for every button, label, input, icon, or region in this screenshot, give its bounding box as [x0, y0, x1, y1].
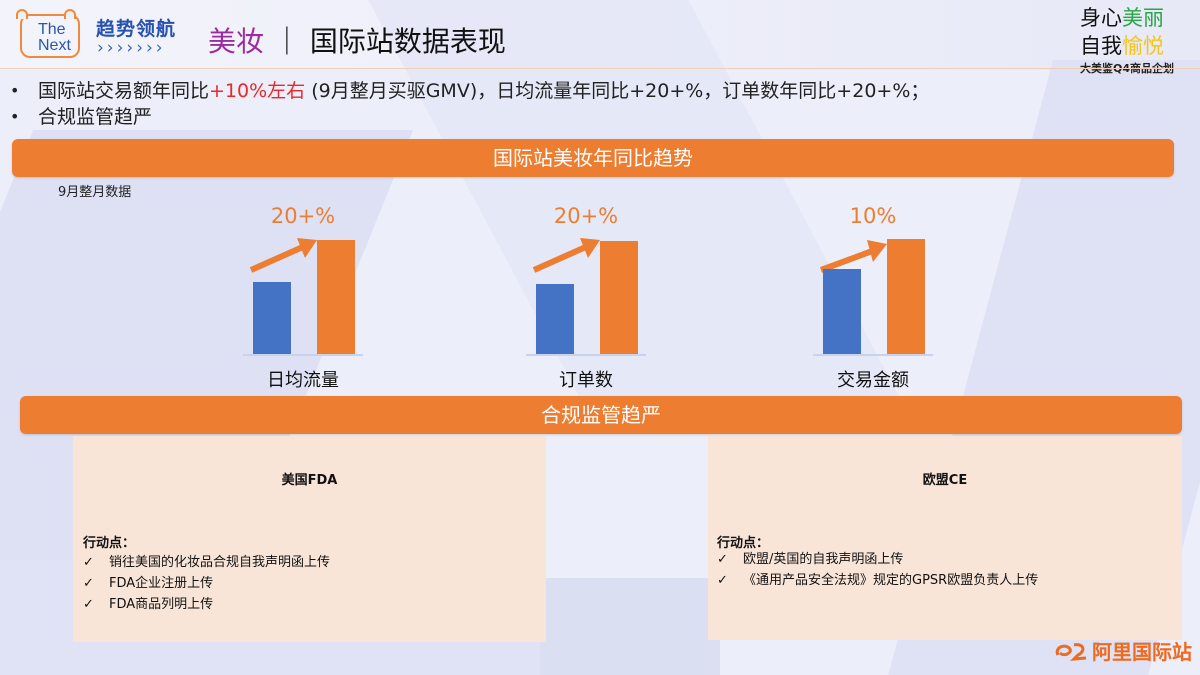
action-item: ✓ 《通用产品安全法规》规定的GPSR欧盟负责人上传 [717, 570, 1038, 591]
growth-label: 10% [849, 204, 897, 228]
action-text: 销往美国的化妆品合规自我声明函上传 [109, 555, 331, 570]
alibaba-smile-icon [1055, 642, 1087, 661]
slogan-line2-a: 自我 [1079, 34, 1122, 58]
title-category: 美妆 [208, 25, 265, 58]
bullet-highlight: +10%左右 [209, 80, 306, 102]
bar-previous-year [253, 282, 291, 354]
slogan-line1-b: 美丽 [1121, 6, 1164, 30]
bar-previous-year [536, 284, 574, 354]
check-icon: ✓ [83, 555, 94, 570]
alibaba-logo: 阿里国际站 [1054, 636, 1192, 665]
action-list: ✓ 欧盟/英国的自我声明函上传 ✓ 《通用产品安全法规》规定的GPSR欧盟负责人上传 [717, 549, 1038, 591]
category-label: 日均流量 [267, 370, 339, 391]
check-icon: ✓ [83, 597, 94, 612]
bullet-item: • 国际站交易额年同比+10%左右 (9月整月买驱GMV)，日均流量年同比+20… [10, 78, 929, 104]
logo-line2: Next [38, 37, 71, 54]
action-item: ✓ 欧盟/英国的自我声明函上传 [717, 549, 1038, 570]
bullet-text: 合规监管趋严 [38, 106, 153, 128]
title-separator: ｜ [272, 25, 301, 58]
slogan-line2-b: 愉悦 [1121, 34, 1164, 58]
header-divider [0, 68, 1200, 69]
action-text: FDA商品列明上传 [109, 597, 214, 612]
slogan: 身心美丽 自我愉悦 大美鉴Q4商品企划 [1080, 4, 1174, 76]
trend-arrow-icon [532, 238, 600, 273]
check-icon: ✓ [717, 552, 728, 567]
card-title: 欧盟CE [922, 473, 968, 488]
brand-name: 趋势领航 [96, 18, 177, 40]
bullet-text-tail: (9月整月买驱GMV)，日均流量年同比+20+%，订单数年同比+20+%； [305, 80, 930, 102]
brand-arrows-icon: ››››››› [97, 38, 166, 58]
trend-arrow-icon [819, 240, 887, 273]
action-text: FDA企业注册上传 [109, 576, 214, 591]
summary-bullets: • 国际站交易额年同比+10%左右 (9月整月买驱GMV)，日均流量年同比+20… [10, 78, 929, 130]
section-header-trend: 国际站美妆年同比趋势 [12, 139, 1174, 177]
slogan-line1-a: 身心 [1079, 6, 1122, 30]
action-points-label: 行动点： [83, 536, 136, 551]
trend-arrow-icon [249, 238, 317, 273]
action-points-label: 行动点： [717, 536, 770, 551]
bar-previous-year [823, 269, 861, 354]
card-title: 美国FDA [281, 473, 338, 488]
chart-orders: 20+% 订单数 [516, 200, 656, 391]
compliance-card-eu-ce: 欧盟CE 行动点： ✓ 欧盟/英国的自我声明函上传 ✓ 《通用产品安全法规》规定的G… [708, 436, 1182, 640]
footer-brand: 阿里国际站 [1092, 640, 1192, 664]
bar-current-year [600, 241, 638, 354]
bullet-text: 国际站交易额年同比 [38, 80, 210, 102]
growth-label: 20+% [270, 204, 336, 228]
chart-axis [813, 354, 933, 356]
action-text: 欧盟/英国的自我声明函上传 [743, 552, 904, 567]
page-title: 美妆 ｜ 国际站数据表现 [208, 20, 506, 60]
section-header-compliance: 合规监管趋严 [20, 396, 1182, 434]
growth-label: 20+% [553, 204, 619, 228]
category-label: 交易金额 [837, 370, 909, 391]
data-period-note: 9月整月数据 [58, 185, 132, 200]
logo-line1: The [38, 21, 66, 38]
chart-transaction-amount: 10% 交易金额 [803, 200, 943, 391]
action-list: ✓ 销往美国的化妆品合规自我声明函上传 ✓ FDA企业注册上传 ✓ FDA商品列明上传 [83, 552, 330, 615]
chart-daily-traffic: 20+% 日均流量 [233, 200, 373, 391]
logo-ear-icon [16, 9, 28, 19]
bullet-dot-icon: • [10, 107, 20, 126]
check-icon: ✓ [717, 573, 728, 588]
action-item: ✓ FDA企业注册上传 [83, 573, 330, 594]
compliance-card-us-fda: 美国FDA 行动点： ✓ 销往美国的化妆品合规自我声明函上传 ✓ FDA企业注册上传… [73, 436, 546, 642]
bar-current-year [887, 239, 925, 354]
logo-ear-icon [64, 9, 76, 19]
action-text: 《通用产品安全法规》规定的GPSR欧盟负责人上传 [743, 573, 1039, 588]
bullet-dot-icon: • [10, 81, 20, 100]
bar-current-year [317, 240, 355, 354]
title-main: 国际站数据表现 [309, 25, 506, 58]
action-item: ✓ 销往美国的化妆品合规自我声明函上传 [83, 552, 330, 573]
category-label: 订单数 [559, 370, 613, 391]
action-item: ✓ FDA商品列明上传 [83, 594, 330, 615]
bullet-item: • 合规监管趋严 [10, 104, 929, 130]
logo-frame-icon [20, 14, 80, 58]
check-icon: ✓ [83, 576, 94, 591]
chart-axis [526, 354, 646, 356]
chart-axis [243, 354, 363, 356]
